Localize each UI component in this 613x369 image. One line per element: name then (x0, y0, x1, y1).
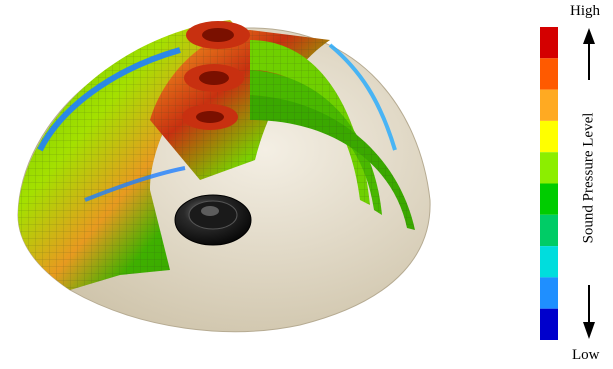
legend-swatch (540, 120, 558, 153)
legend-low-label: Low (572, 347, 600, 363)
legend-high-label: High (570, 3, 600, 19)
legend-swatch (540, 152, 558, 184)
color-legend (540, 27, 595, 340)
legend-swatch (540, 89, 558, 121)
legend-swatch (540, 214, 558, 247)
legend-swatch (540, 58, 558, 90)
arrow-down-icon (583, 322, 595, 339)
speaker-icon (174, 194, 252, 246)
legend-swatch (540, 308, 558, 340)
hemisphere-sound-field-diagram (17, 20, 431, 333)
arrow-up-icon (583, 28, 595, 44)
legend-axis-label: Sound Pressure Level (580, 112, 597, 244)
source-rings (182, 21, 250, 130)
legend-swatch (540, 246, 558, 278)
legend-swatch (540, 27, 558, 59)
low-pressure-band (37, 47, 181, 152)
legend-swatch (540, 277, 558, 309)
legend-swatch (540, 183, 558, 215)
